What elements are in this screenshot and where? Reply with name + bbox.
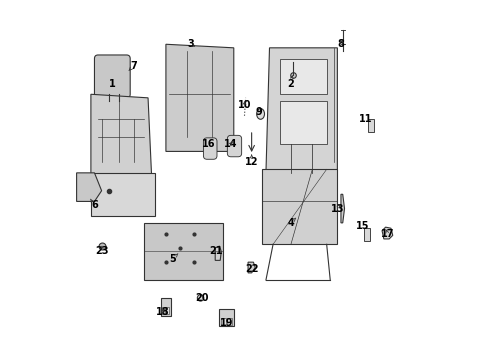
Bar xyxy=(219,309,233,327)
Text: 9: 9 xyxy=(255,107,262,117)
Bar xyxy=(280,59,326,94)
Polygon shape xyxy=(91,173,155,216)
Polygon shape xyxy=(265,48,337,173)
Text: 23: 23 xyxy=(95,247,108,256)
Polygon shape xyxy=(215,246,221,260)
Bar xyxy=(226,318,231,325)
Bar xyxy=(160,298,171,316)
Bar xyxy=(367,119,373,132)
Text: 15: 15 xyxy=(355,221,368,231)
Text: 5: 5 xyxy=(169,253,176,264)
FancyBboxPatch shape xyxy=(203,138,217,159)
Bar xyxy=(364,228,369,241)
FancyBboxPatch shape xyxy=(94,55,130,98)
Bar xyxy=(280,102,326,144)
Ellipse shape xyxy=(256,109,264,119)
Text: 11: 11 xyxy=(359,114,372,124)
Text: 2: 2 xyxy=(287,78,294,89)
FancyBboxPatch shape xyxy=(227,135,241,157)
Polygon shape xyxy=(247,262,255,273)
Polygon shape xyxy=(340,194,344,223)
Text: 3: 3 xyxy=(187,39,194,49)
Polygon shape xyxy=(165,44,233,152)
Text: 19: 19 xyxy=(220,318,233,328)
Text: 20: 20 xyxy=(195,293,208,303)
Polygon shape xyxy=(91,94,151,176)
Text: 16: 16 xyxy=(202,139,215,149)
Text: 21: 21 xyxy=(209,247,222,256)
Polygon shape xyxy=(144,223,223,280)
Polygon shape xyxy=(262,169,337,244)
Text: 10: 10 xyxy=(237,100,251,110)
Text: 17: 17 xyxy=(380,229,393,239)
Text: 22: 22 xyxy=(244,264,258,274)
Text: 7: 7 xyxy=(130,61,137,71)
Bar xyxy=(165,307,169,314)
Polygon shape xyxy=(381,227,392,239)
Text: 12: 12 xyxy=(244,157,258,167)
Text: 1: 1 xyxy=(109,78,116,89)
Polygon shape xyxy=(77,173,102,202)
Bar xyxy=(220,318,225,325)
Text: 8: 8 xyxy=(337,39,344,49)
Text: 13: 13 xyxy=(330,203,344,213)
Text: 18: 18 xyxy=(155,307,169,317)
Bar xyxy=(162,307,165,314)
Text: 6: 6 xyxy=(91,200,98,210)
Text: 4: 4 xyxy=(287,218,294,228)
Text: 14: 14 xyxy=(223,139,237,149)
Ellipse shape xyxy=(197,295,203,301)
